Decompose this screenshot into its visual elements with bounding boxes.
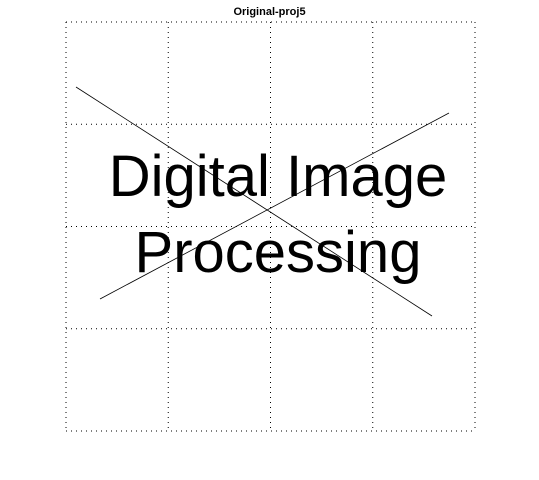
figure-title: Original-proj5: [233, 6, 306, 18]
grid-lines: [65, 21, 476, 432]
image-text-line1: Digital Image: [109, 144, 447, 209]
image-text-line2: Processing: [135, 220, 422, 285]
strike-line-right-to-left: [99, 112, 450, 300]
strike-line-left-to-right: [75, 86, 433, 317]
